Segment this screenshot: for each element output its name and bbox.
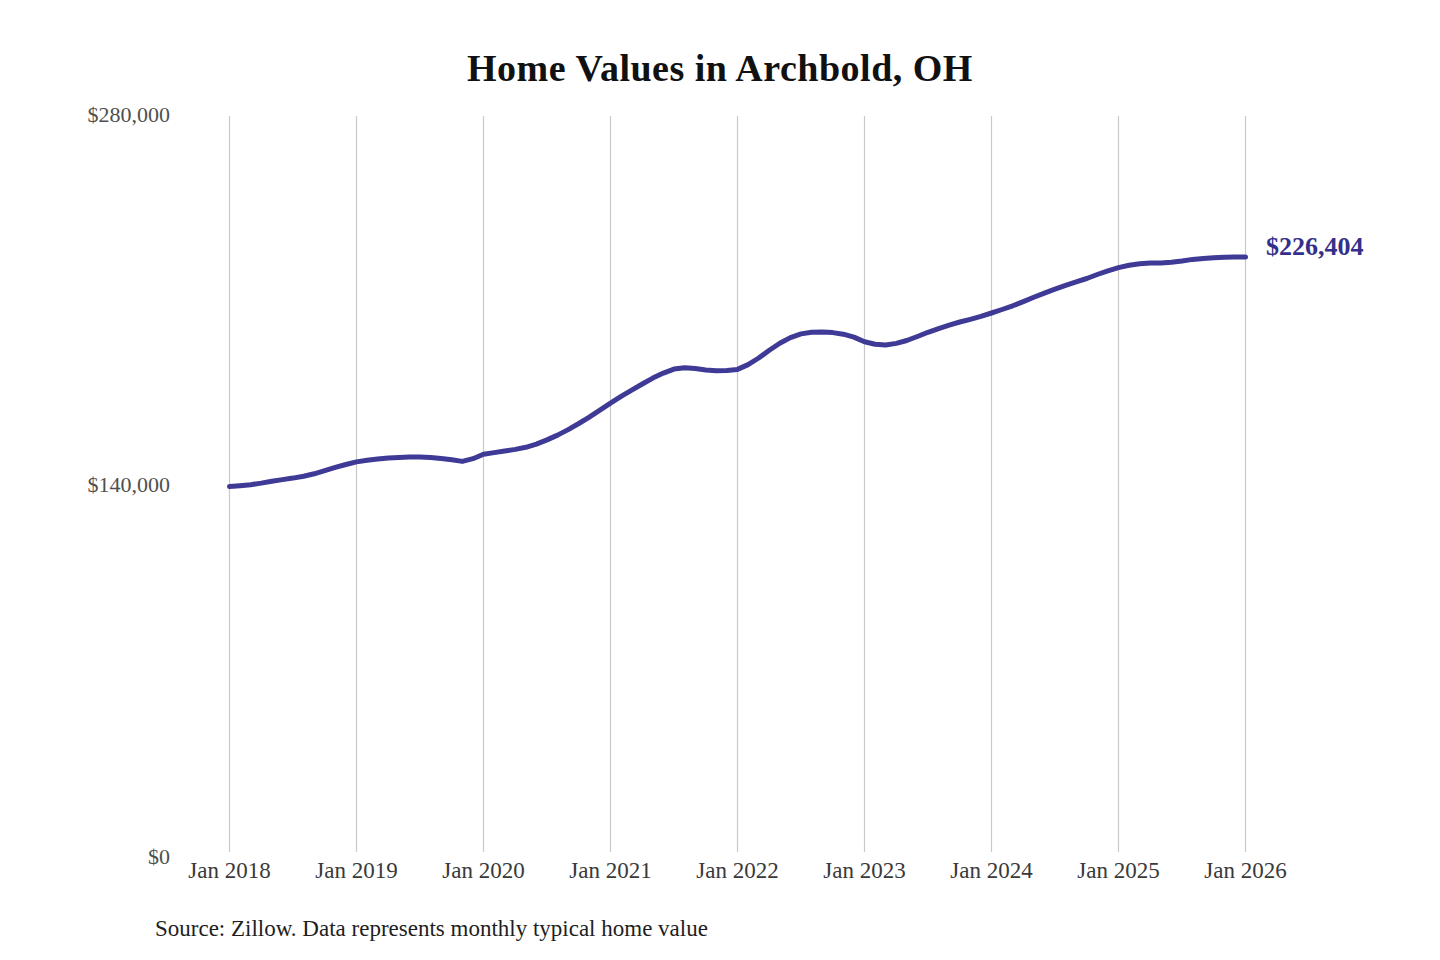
x-tick-label: Jan 2019 (315, 858, 397, 884)
x-tick-label: Jan 2022 (696, 858, 778, 884)
x-tick-label: Jan 2020 (442, 858, 524, 884)
x-axis: Jan 2018 Jan 2019 Jan 2020 Jan 2021 Jan 2022… (0, 858, 1440, 888)
y-axis-label-140000: $140,000 (60, 472, 170, 498)
home-values-chart: Home Values in Archbold, OH $280,000 $14… (0, 0, 1440, 960)
x-tick-label: Jan 2026 (1204, 858, 1286, 884)
x-tick-label: Jan 2021 (569, 858, 651, 884)
latest-value-annotation: $226,404 (1266, 232, 1364, 262)
source-note: Source: Zillow. Data represents monthly … (155, 916, 708, 942)
chart-title: Home Values in Archbold, OH (0, 46, 1440, 90)
x-tick-label: Jan 2023 (823, 858, 905, 884)
chart-plot-area (0, 0, 1440, 960)
x-tick-label: Jan 2024 (950, 858, 1032, 884)
x-tick-label: Jan 2018 (188, 858, 270, 884)
x-tick-label: Jan 2025 (1077, 858, 1159, 884)
y-axis-label-280000: $280,000 (60, 102, 170, 128)
vertical-gridlines (230, 116, 1246, 852)
